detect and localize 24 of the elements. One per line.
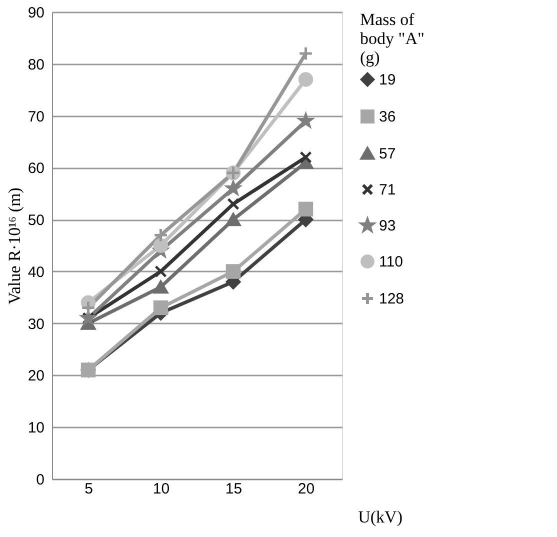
y-tick-label: 70	[28, 108, 44, 126]
legend-label: 36	[379, 108, 396, 126]
legend-label: 57	[379, 146, 396, 162]
y-tick-label: 50	[28, 212, 44, 230]
y-tick-label: 10	[28, 420, 44, 437]
legend-label: 128	[379, 290, 404, 308]
x-axis-title: U(kV)	[358, 508, 402, 526]
x-tick-label: 5	[84, 480, 93, 498]
y-axis-title: Value R·10¹⁶ (m)	[4, 188, 24, 304]
legend-label: 110	[379, 254, 403, 270]
x-tick-label: 15	[225, 480, 242, 498]
y-tick-label: 80	[28, 56, 44, 74]
legend-label: 19	[379, 72, 396, 88]
y-tick-label: 90	[28, 4, 44, 22]
legend-title: Mass of body "A" (g)	[360, 10, 424, 67]
x-tick-label: 10	[152, 480, 170, 498]
y-tick-label: 40	[28, 264, 44, 281]
legend-label: 93	[379, 218, 396, 234]
legend-label: 71	[379, 182, 396, 198]
x-tick-label: 20	[298, 480, 315, 498]
y-tick-label: 30	[28, 316, 44, 333]
y-tick-label: 60	[28, 160, 44, 178]
y-tick-label: 0	[36, 472, 44, 488]
y-tick-label: 20	[28, 368, 44, 385]
